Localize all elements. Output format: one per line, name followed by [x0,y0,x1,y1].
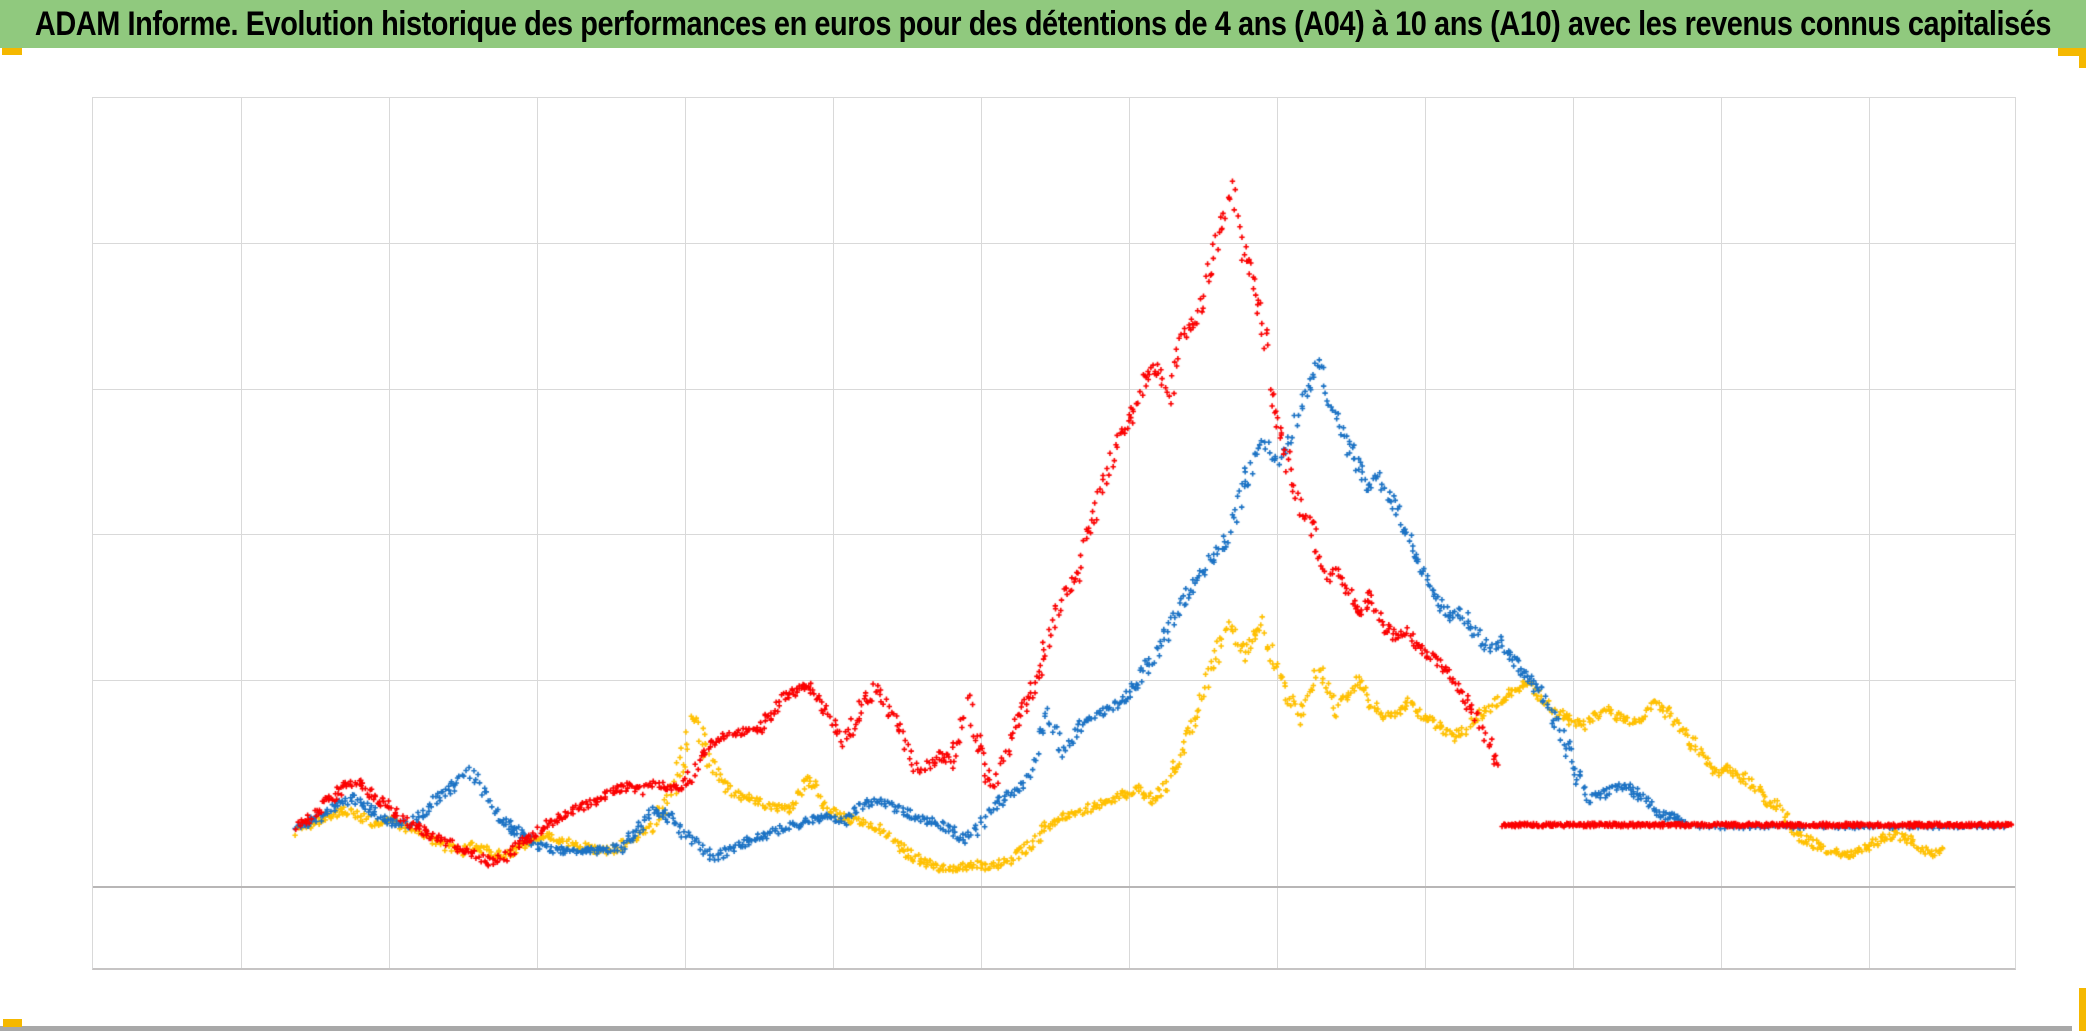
accent-mark-top-right-horizontal [2058,48,2086,56]
accent-mark-bottom-left [3,1019,22,1027]
scrollbar-thumb[interactable] [2079,988,2086,1031]
bottom-scrollbar-track [0,1026,2072,1031]
accent-mark-top-right-vertical [2079,48,2086,68]
accent-mark-top-left [2,48,22,55]
